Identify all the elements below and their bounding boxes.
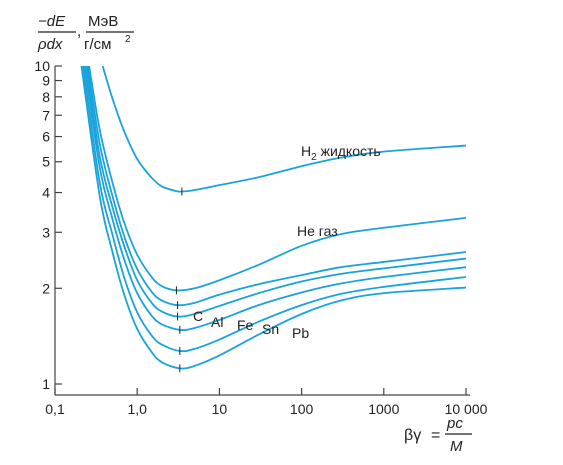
series-label-c: C [193,308,203,324]
y-tick-label: 10 [34,58,50,74]
series-label-sn: Sn [262,321,279,337]
y-tick-label: 3 [42,224,50,240]
series-line-c [86,65,467,307]
y-title-unit-denominator: г/см [84,36,111,53]
y-tick-label: 2 [42,280,50,296]
y-tick-label: 1 [42,376,50,392]
x-tick-label: 1000 [368,401,399,417]
x-tick-label: 1,0 [127,401,147,417]
series-label-main: Sn [262,321,279,337]
y-title-unit-exponent: 2 [125,34,131,45]
series-label-he-газ: He газ [297,223,338,239]
series-label-main: Fe [237,317,254,333]
series-lines [80,65,467,373]
y-tick-label: 9 [42,73,50,89]
series-label-rest: жидкость [317,143,381,159]
y-axis-title: −dE ρdx , МэВ г/см 2 [37,13,134,53]
x-title-eq: = [431,427,440,444]
x-tick-label: 100 [290,401,314,417]
x-ticks: 0,1 1,0 10 100 1000 10 000 [45,388,488,417]
x-tick-label: 10 [212,401,228,417]
series-label-fe: Fe [237,317,254,333]
y-title-numerator: −dE [38,13,66,30]
x-title-lhs: βγ [404,427,421,444]
y-tick-label: 6 [42,129,50,145]
series-label-main: He газ [297,223,338,239]
series-line-sn [82,65,467,353]
y-tick-label: 4 [42,185,50,201]
series-label-main: C [193,308,203,324]
x-axis-title: βγ = pc M [404,415,472,455]
y-title-unit-numerator: МэВ [88,13,118,30]
x-tick-label: 0,1 [45,401,65,417]
series-label-h2-жидкость: H2 жидкость [301,143,381,163]
y-tick-label: 5 [42,154,50,170]
series-line-h2-жидкость [101,65,467,193]
y-title-separator: , [77,23,81,40]
series-label-sub: 2 [311,152,317,163]
series-label-pb: Pb [292,325,309,341]
series-label-main: H [301,143,311,159]
y-tick-label: 8 [42,89,50,105]
series-labels: H2 жидкость He газ C Al Fe Sn Pb [193,143,381,341]
series-label-main: Pb [292,325,309,341]
x-tick-label: 10 000 [445,401,488,417]
y-tick-label: 7 [42,107,50,123]
x-title-numerator: pc [446,415,463,432]
series-line-he-газ [88,65,467,292]
series-label-main: Al [211,314,223,330]
series-label-al: Al [211,314,223,330]
y-title-denominator: ρdx [37,36,63,53]
x-title-denominator: M [450,438,463,455]
